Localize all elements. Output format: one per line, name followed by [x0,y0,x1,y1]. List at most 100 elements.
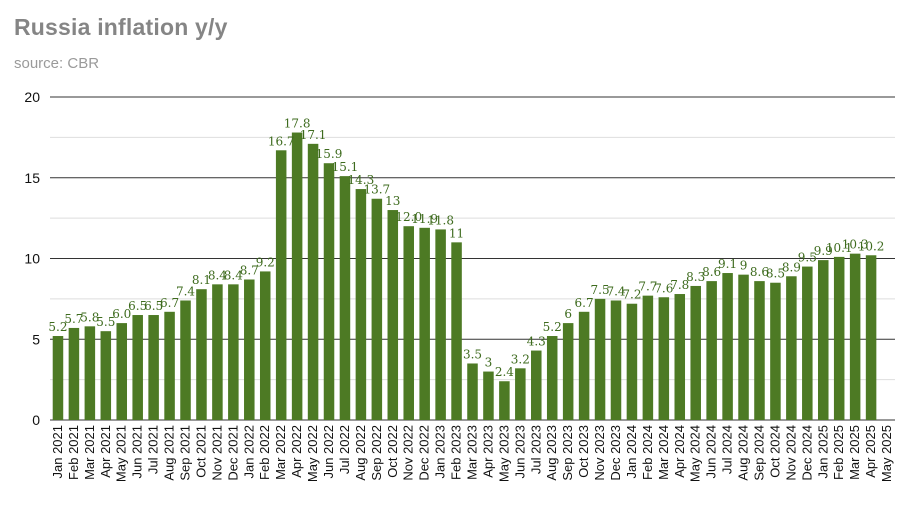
x-tick-label: Jul 2024 [720,425,735,474]
x-tick-label: Mar 2022 [273,425,288,480]
x-tick-label: Aug 2022 [353,425,368,481]
bar [355,189,367,420]
bar [546,336,558,420]
data-label: 3 [485,356,493,370]
x-tick-label: Aug 2023 [544,425,559,481]
x-tick-label: Jan 2021 [50,425,65,479]
bar [483,371,494,420]
bar [68,327,80,420]
bar [323,163,335,420]
x-tick-label: Sep 2024 [751,425,766,481]
bar [690,285,701,420]
data-label: 9.9 [814,244,833,258]
bar [578,311,590,420]
bar [100,331,112,420]
x-tick-label: Mar 2024 [656,425,671,480]
x-tick-label: Dec 2021 [225,425,240,481]
bar [531,350,542,420]
x-tick-label: Feb 2025 [831,425,846,480]
bar [817,260,829,420]
x-tick-label: Jul 2021 [146,425,161,474]
bar [164,311,175,420]
bar [52,336,64,420]
x-tick-label: Dec 2024 [799,425,814,481]
bar [515,368,526,420]
x-tick-label: Jul 2022 [337,425,352,474]
x-tick-label: Apr 2021 [98,425,113,478]
x-tick-label: Apr 2024 [672,425,687,478]
data-label: 8.9 [782,260,801,274]
bar [849,253,861,420]
x-tick-label: Dec 2023 [608,425,623,481]
bar [180,300,191,420]
x-tick-label: Sep 2021 [178,425,193,481]
data-label: 8.1 [192,273,211,287]
bar [865,255,877,420]
data-label: 9.1 [718,257,737,271]
data-label: 8.6 [750,265,769,279]
x-tick-label: May 2022 [305,425,320,482]
data-label: 15.1 [332,160,359,174]
data-label: 17.1 [300,128,327,142]
data-label: 5.2 [48,320,67,334]
bar [706,281,717,420]
data-label: 8.4 [224,268,243,282]
bar [228,284,239,420]
x-tick-label: May 2025 [879,425,894,482]
data-label: 10.1 [826,241,853,255]
x-tick-label: May 2024 [688,425,703,482]
data-label: 6.5 [144,299,163,313]
x-tick-label: Apr 2023 [480,425,495,478]
data-label: 7.6 [654,281,673,295]
data-label: 9.2 [256,255,275,269]
x-tick-label: Oct 2022 [385,425,400,478]
data-label: 16.7 [268,134,295,148]
x-tick-label: Oct 2023 [576,425,591,478]
bar [275,150,287,421]
bar [626,303,638,420]
data-label: 8.5 [766,267,785,281]
x-tick-label: Apr 2025 [863,425,878,478]
bars [52,132,877,421]
x-tick-label: Jan 2023 [433,425,448,479]
x-tick-label: Sep 2022 [369,425,384,481]
data-label: 3.2 [511,352,530,366]
bar [451,242,462,420]
bar [291,132,303,420]
data-label: 12.0 [395,210,422,224]
bar [642,295,654,420]
x-tick-label: Oct 2024 [767,425,782,478]
y-tick-label: 20 [24,89,40,105]
x-tick-label: Feb 2022 [257,425,272,480]
x-tick-label: Aug 2021 [162,425,177,481]
data-label: 7.2 [622,288,641,302]
bar [196,289,207,420]
x-tick-label: Nov 2024 [783,425,798,481]
bar [467,363,478,420]
x-tick-label: Nov 2022 [401,425,416,481]
data-label: 6.7 [160,296,179,310]
bar [419,227,430,420]
bar [738,274,749,420]
data-label: 7.4 [176,284,195,298]
data-label: 5.2 [543,320,562,334]
bar [802,266,813,420]
bar [722,273,733,420]
x-tick-label: Jan 2022 [241,425,256,479]
x-tick-label: Nov 2021 [209,425,224,481]
x-tick-label: Jun 2024 [704,425,719,479]
data-label: 8.6 [702,265,721,279]
x-tick-label: Jun 2021 [130,425,145,479]
data-label: 5.7 [64,312,83,326]
data-label: 15.9 [316,147,343,161]
bar [244,279,255,420]
bar [786,276,797,420]
x-tick-label: Sep 2023 [560,425,575,481]
bar [212,284,223,420]
bar [610,300,622,420]
data-label: 7.5 [591,283,610,297]
bar [562,323,574,420]
data-label: 13.7 [363,183,390,197]
x-tick-label: May 2023 [496,425,511,482]
